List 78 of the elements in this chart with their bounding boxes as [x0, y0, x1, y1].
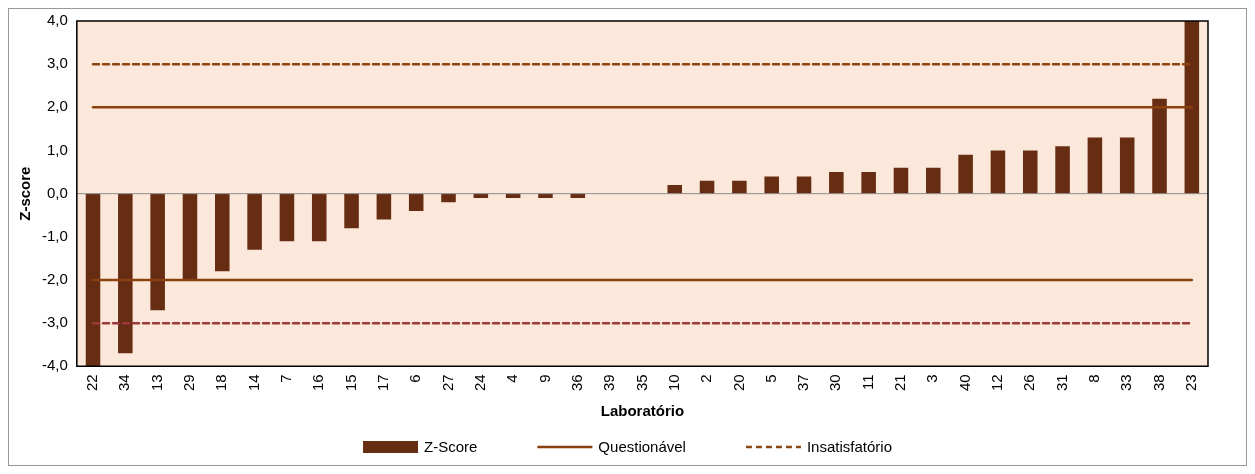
bar: [958, 154, 973, 194]
bar: [1055, 146, 1070, 194]
x-tick-label: 31: [1052, 374, 1070, 391]
x-tick-label: 36: [567, 374, 585, 391]
x-tick-label: 7: [277, 374, 295, 383]
x-tick-label: 17: [374, 374, 392, 391]
bar: [118, 193, 133, 354]
x-tick-label: 16: [309, 374, 327, 391]
legend-label: Questionável: [598, 438, 686, 456]
x-tick-label: 33: [1117, 374, 1135, 391]
bar: [279, 193, 295, 242]
x-tick-label: 8: [1085, 374, 1103, 383]
bar: [344, 193, 359, 229]
bar: [215, 193, 230, 272]
bar: [893, 167, 909, 194]
x-tick-label: 4: [503, 374, 521, 383]
x-tick-label: 5: [761, 374, 779, 383]
x-tick-label: 23: [1181, 374, 1199, 391]
x-tick-label: 20: [729, 374, 747, 391]
bar: [247, 193, 262, 250]
bar: [150, 193, 165, 311]
bar: [1152, 98, 1167, 194]
x-tick-label: 12: [988, 374, 1006, 391]
bar: [926, 167, 941, 194]
bar: [538, 193, 553, 198]
bar: [85, 193, 101, 367]
x-tick-label: 2: [697, 374, 715, 383]
x-tick-label: 13: [147, 374, 165, 391]
y-tick-label: -2,0: [41, 270, 68, 288]
y-tick-label: -3,0: [41, 313, 68, 331]
y-axis-title: Z-score: [16, 166, 34, 221]
bar: [376, 193, 392, 220]
x-tick-label: 6: [406, 374, 424, 383]
x-axis-title: Laboratório: [600, 402, 685, 420]
y-tick-label: 2,0: [46, 97, 68, 115]
x-tick-label: 37: [794, 374, 812, 391]
x-tick-label: 34: [115, 374, 133, 391]
bar: [408, 193, 424, 211]
y-tick-label: -1,0: [41, 226, 68, 244]
x-tick-label: 38: [1149, 374, 1167, 391]
bar: [1119, 137, 1135, 194]
bar: [1087, 137, 1103, 194]
bar: [764, 176, 779, 194]
x-tick-label: 24: [470, 374, 488, 391]
bar: [861, 172, 876, 194]
bar: [990, 150, 1006, 194]
x-tick-label: 27: [438, 374, 456, 391]
y-tick-label: -4,0: [41, 356, 68, 374]
x-tick-label: 21: [891, 374, 909, 391]
legend-label: Insatisfatório: [806, 438, 892, 456]
bar: [732, 180, 747, 194]
x-tick-label: 9: [535, 374, 553, 383]
x-tick-label: 3: [923, 374, 941, 383]
x-tick-label: 15: [341, 374, 359, 391]
x-tick-label: 11: [858, 374, 876, 390]
y-tick-label: 1,0: [46, 140, 68, 158]
y-tick-label: 4,0: [46, 11, 68, 29]
x-tick-label: 10: [664, 374, 682, 391]
y-tick-label: 3,0: [46, 54, 68, 72]
x-tick-label: 39: [600, 374, 618, 391]
x-tick-label: 35: [632, 374, 650, 391]
bar: [311, 193, 327, 242]
x-tick-label: 22: [83, 374, 101, 391]
bar: [829, 172, 844, 194]
bar: [441, 193, 456, 203]
bar: [667, 185, 683, 194]
x-tick-label: 30: [826, 374, 844, 391]
bar: [182, 193, 198, 280]
x-tick-label: 14: [244, 374, 262, 391]
x-tick-label: 40: [955, 374, 973, 391]
x-tick-label: 29: [180, 374, 198, 391]
x-tick-label: 26: [1020, 374, 1038, 391]
bar: [796, 176, 812, 194]
legend-label: Z-Score: [424, 438, 478, 456]
x-tick-label: 18: [212, 374, 230, 391]
bar: [1184, 21, 1200, 194]
y-tick-label: 0,0: [46, 183, 68, 201]
bar: [1022, 150, 1038, 194]
